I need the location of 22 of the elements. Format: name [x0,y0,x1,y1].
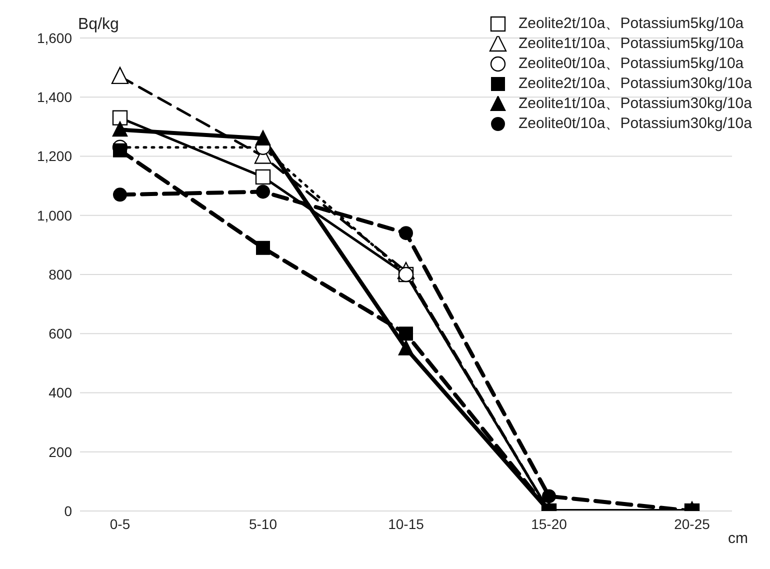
legend-label: Zeolite0t/10a、Potassium5kg/10a [518,54,744,74]
y-tick-label: 400 [48,384,72,401]
x-tick-label: 5-10 [248,516,278,532]
legend-label: Zeolite0t/10a、Potassium30kg/10a [518,114,752,134]
y-tick-label: 800 [48,266,72,282]
y-tick-label: 1,200 [36,148,72,164]
y-tick-label: 1,600 [36,30,72,46]
y-tick-label: 1,000 [36,207,72,224]
y-tick-label: 600 [48,326,72,342]
x-tick-label: 15-20 [531,516,568,532]
legend-label: Zeolite2t/10a、Potassium30kg/10a [518,74,752,94]
legend-label: Zeolite2t/10a、Potassium5kg/10a [518,14,744,34]
x-axis-title: cm [728,530,748,547]
legend-label: Zeolite1t/10a、Potassium5kg/10a [518,34,744,54]
y-axis-title: Bq/kg [78,16,119,34]
legend-label: Zeolite1t/10a、Potassium30kg/10a [518,94,752,114]
x-tick-label: 10-15 [388,516,424,532]
y-tick-label: 200 [48,444,72,460]
x-tick-label: 20-25 [674,516,710,532]
y-tick-label: 1,400 [36,89,72,106]
y-tick-label: 0 [64,502,72,519]
x-tick-label: 0-5 [110,516,130,532]
